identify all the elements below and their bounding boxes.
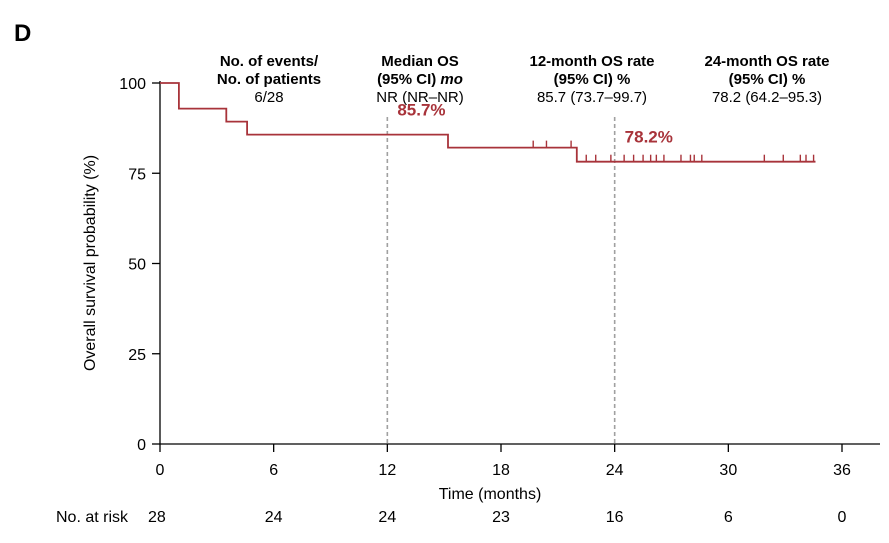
x-tick-label: 0 [156, 462, 165, 479]
header-median-line2-a: (95% CI) [377, 71, 440, 88]
header-12m-line1: 12-month OS rate [529, 53, 654, 70]
header-events-line1: No. of events/ [220, 53, 319, 70]
header-12m-line2: (95% CI) % [554, 71, 631, 88]
header-24m-value: 78.2 (64.2–95.3) [712, 89, 822, 106]
y-axis-title: Overall survival probability (%) [82, 155, 99, 371]
x-tick-label: 18 [492, 462, 510, 479]
at-risk-value: 0 [838, 509, 847, 526]
rate-annotation: 85.7% [397, 101, 445, 120]
rate-annotation: 78.2% [625, 128, 673, 147]
x-tick-label: 6 [269, 462, 278, 479]
x-axis-title: Time (months) [439, 486, 542, 503]
panel-letter: D [14, 20, 31, 47]
at-risk-value: 24 [265, 509, 283, 526]
at-risk-value: 23 [492, 509, 510, 526]
x-tick-label: 30 [719, 462, 737, 479]
at-risk-row: No. at risk 28 24 24 23 16 6 0 [56, 509, 847, 526]
header-events-line2: No. of patients [217, 71, 321, 88]
x-tick-label: 36 [833, 462, 851, 479]
y-tick-label: 50 [128, 257, 146, 274]
at-risk-value: 28 [148, 509, 166, 526]
header-median-line2: (95% CI) mo [377, 71, 463, 88]
header-24m-line1: 24-month OS rate [704, 53, 829, 70]
at-risk-value: 24 [378, 509, 396, 526]
x-tick-label: 12 [378, 462, 396, 479]
y-tick-label: 75 [128, 166, 146, 183]
y-tick-label: 0 [137, 437, 146, 454]
header-median-line1: Median OS [381, 53, 459, 70]
header-24m-line2: (95% CI) % [729, 71, 806, 88]
at-risk-value: 16 [606, 509, 624, 526]
km-curve-line [160, 82, 816, 163]
survival-curve [160, 82, 816, 163]
header-table: No. of events/ No. of patients 6/28 Medi… [217, 53, 830, 106]
y-tick-label: 100 [119, 76, 146, 93]
reference-lines [386, 117, 616, 444]
header-median-line2-b: mo [440, 71, 463, 88]
annotations: 85.7% 78.2% [397, 101, 673, 147]
at-risk-value: 6 [724, 509, 733, 526]
header-12m-value: 85.7 (73.7–99.7) [537, 89, 647, 106]
y-tick-label: 25 [128, 347, 146, 364]
header-median-value: NR (NR–NR) [376, 89, 464, 106]
header-events-value: 6/28 [254, 89, 283, 106]
at-risk-label: No. at risk [56, 509, 129, 526]
axes: 0 25 50 75 100 0 6 12 18 24 30 36 [119, 76, 880, 479]
x-tick-label: 24 [606, 462, 624, 479]
